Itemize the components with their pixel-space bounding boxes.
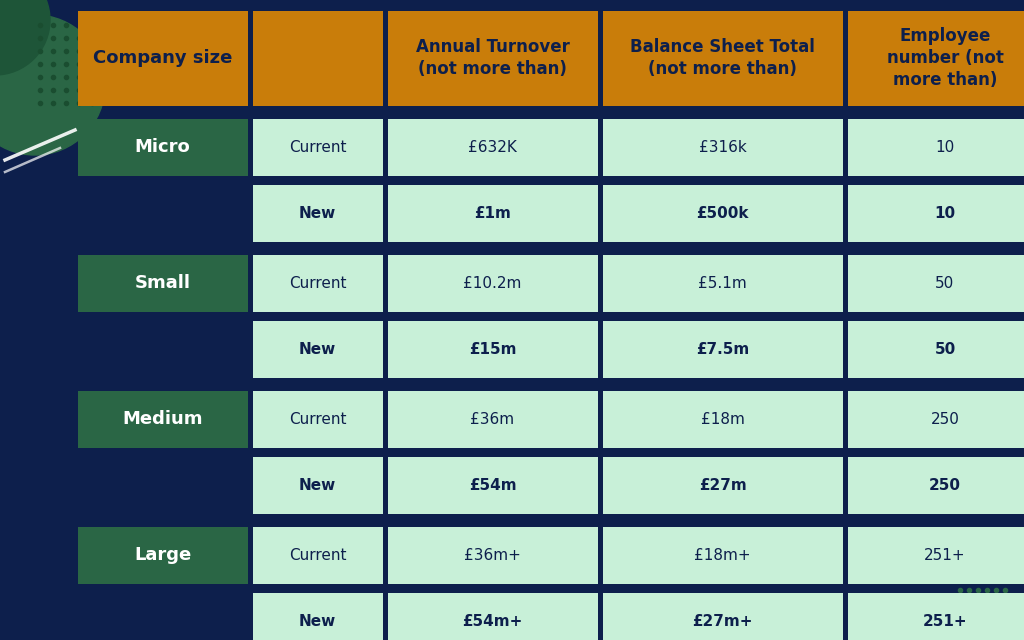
Text: 50: 50 <box>935 275 954 291</box>
FancyBboxPatch shape <box>387 456 597 513</box>
FancyBboxPatch shape <box>387 10 597 106</box>
Text: New: New <box>299 205 336 221</box>
Text: Annual Turnover
(not more than): Annual Turnover (not more than) <box>416 38 569 78</box>
Text: Current: Current <box>289 140 346 154</box>
Text: £10.2m: £10.2m <box>463 275 521 291</box>
FancyBboxPatch shape <box>387 184 597 241</box>
FancyBboxPatch shape <box>253 184 383 241</box>
FancyBboxPatch shape <box>78 118 248 175</box>
FancyBboxPatch shape <box>387 255 597 312</box>
Text: £18m: £18m <box>700 412 744 426</box>
FancyBboxPatch shape <box>848 255 1024 312</box>
Text: Employee
number (not
more than): Employee number (not more than) <box>887 27 1004 89</box>
FancyBboxPatch shape <box>253 390 383 447</box>
FancyBboxPatch shape <box>602 10 843 106</box>
Text: 10: 10 <box>935 140 954 154</box>
FancyBboxPatch shape <box>253 527 383 584</box>
FancyBboxPatch shape <box>602 527 843 584</box>
Text: £18m+: £18m+ <box>694 547 751 563</box>
FancyBboxPatch shape <box>602 390 843 447</box>
Text: New: New <box>299 342 336 356</box>
FancyBboxPatch shape <box>253 255 383 312</box>
Text: £1m: £1m <box>474 205 511 221</box>
FancyBboxPatch shape <box>602 118 843 175</box>
Text: £36m+: £36m+ <box>464 547 521 563</box>
Circle shape <box>0 15 105 155</box>
Text: £15m: £15m <box>469 342 516 356</box>
Text: £500k: £500k <box>696 205 749 221</box>
FancyBboxPatch shape <box>602 255 843 312</box>
FancyBboxPatch shape <box>848 593 1024 640</box>
FancyBboxPatch shape <box>253 593 383 640</box>
Text: Small: Small <box>134 274 190 292</box>
FancyBboxPatch shape <box>387 390 597 447</box>
Text: £27m: £27m <box>698 477 746 493</box>
FancyBboxPatch shape <box>387 593 597 640</box>
FancyBboxPatch shape <box>602 321 843 378</box>
FancyBboxPatch shape <box>387 321 597 378</box>
Text: £632K: £632K <box>468 140 517 154</box>
Text: New: New <box>299 477 336 493</box>
Text: £27m+: £27m+ <box>692 614 753 628</box>
FancyBboxPatch shape <box>253 10 383 106</box>
FancyBboxPatch shape <box>78 10 248 106</box>
Text: Medium: Medium <box>122 410 203 428</box>
FancyBboxPatch shape <box>848 390 1024 447</box>
Text: £36m: £36m <box>470 412 515 426</box>
Text: Current: Current <box>289 547 346 563</box>
FancyBboxPatch shape <box>602 184 843 241</box>
Text: £7.5m: £7.5m <box>696 342 750 356</box>
FancyBboxPatch shape <box>848 118 1024 175</box>
Text: £316k: £316k <box>698 140 746 154</box>
FancyBboxPatch shape <box>387 118 597 175</box>
FancyBboxPatch shape <box>848 456 1024 513</box>
Text: New: New <box>299 614 336 628</box>
Text: 251+: 251+ <box>923 614 968 628</box>
Text: 250: 250 <box>929 477 961 493</box>
Text: 10: 10 <box>935 205 955 221</box>
Text: Large: Large <box>134 546 191 564</box>
FancyBboxPatch shape <box>78 527 248 584</box>
FancyBboxPatch shape <box>602 456 843 513</box>
Text: £5.1m: £5.1m <box>698 275 746 291</box>
FancyBboxPatch shape <box>253 456 383 513</box>
FancyBboxPatch shape <box>78 390 248 447</box>
Circle shape <box>0 0 50 75</box>
Text: 250: 250 <box>931 412 959 426</box>
Text: £54m+: £54m+ <box>462 614 522 628</box>
FancyBboxPatch shape <box>848 10 1024 106</box>
Text: 50: 50 <box>934 342 955 356</box>
Text: £54m: £54m <box>469 477 516 493</box>
FancyBboxPatch shape <box>387 527 597 584</box>
Text: Current: Current <box>289 412 346 426</box>
FancyBboxPatch shape <box>253 118 383 175</box>
FancyBboxPatch shape <box>78 255 248 312</box>
Text: Current: Current <box>289 275 346 291</box>
Text: Balance Sheet Total
(not more than): Balance Sheet Total (not more than) <box>630 38 815 78</box>
Text: Micro: Micro <box>134 138 190 156</box>
FancyBboxPatch shape <box>848 184 1024 241</box>
Text: 251+: 251+ <box>925 547 966 563</box>
Text: Company size: Company size <box>93 49 232 67</box>
FancyBboxPatch shape <box>848 321 1024 378</box>
FancyBboxPatch shape <box>602 593 843 640</box>
FancyBboxPatch shape <box>848 527 1024 584</box>
FancyBboxPatch shape <box>253 321 383 378</box>
